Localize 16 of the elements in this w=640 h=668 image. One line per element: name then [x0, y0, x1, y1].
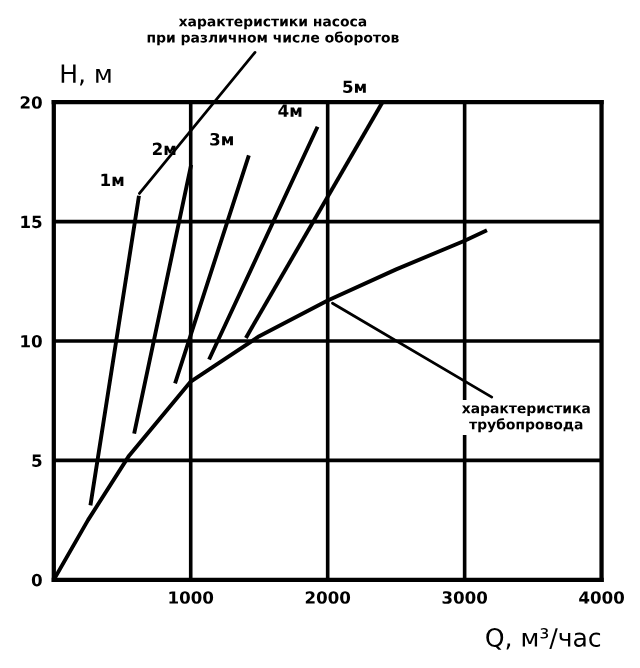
y-tick-label: 20 [20, 96, 42, 109]
y-tick-label: 10 [21, 334, 42, 348]
y-axis-title: H, м [61, 64, 111, 86]
x-tick-label: 3000 [442, 591, 488, 604]
x-axis-title: Q, м³/час [486, 628, 601, 650]
series-label: 1м [101, 173, 124, 186]
x-tick-label: 1000 [169, 591, 214, 604]
y-tick-label: 0 [31, 573, 42, 587]
series-label: 5м [343, 80, 366, 94]
series-label: 2м [152, 142, 176, 155]
series-label: 3м [210, 132, 233, 146]
y-tick-label: 15 [21, 215, 42, 229]
y-tick-label: 5 [32, 454, 42, 467]
series-label: 4м [278, 104, 302, 117]
x-tick-label: 2000 [305, 591, 351, 604]
x-tick-label: 4000 [579, 591, 624, 604]
